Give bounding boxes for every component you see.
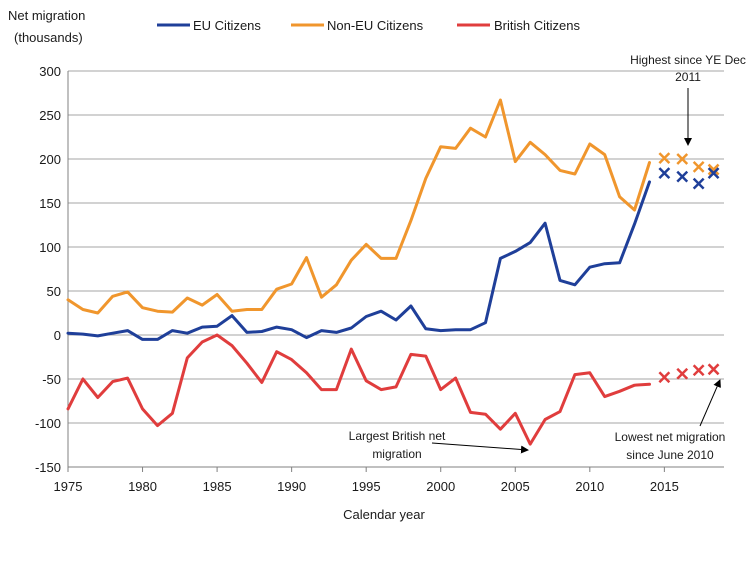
y-tick-labels: 300 250 200 150 100 50 0 -50 -100 -150 <box>35 64 61 475</box>
marker-stroke-b <box>692 364 705 377</box>
x-tick-label-2000: 2000 <box>426 479 455 494</box>
y-tick-label-250: 250 <box>39 108 61 123</box>
annotation-lowest-line1: Lowest net migration <box>615 430 726 444</box>
legend-label-british: British Citizens <box>494 18 580 33</box>
axes <box>67 71 724 472</box>
x-tick-labels: 1975 1980 1985 1990 1995 2000 2005 2010 2015 <box>54 479 679 494</box>
legend-label-eu: EU Citizens <box>193 18 261 33</box>
marker-non-eu-citizens-2 <box>692 161 705 173</box>
y-tick-label--150: -150 <box>35 460 61 475</box>
marker-british-citizens-1 <box>676 367 689 380</box>
marker-stroke-b <box>676 153 689 165</box>
legend-item-eu: EU Citizens <box>157 18 261 33</box>
annotation-lowest-line2: since June 2010 <box>626 448 714 462</box>
marker-eu-citizens-2 <box>692 177 705 190</box>
marker-stroke-b <box>692 177 705 190</box>
legend-item-non-eu: Non-EU Citizens <box>291 18 424 33</box>
marker-eu-citizens-0 <box>658 167 671 179</box>
marker-non-eu-citizens-1 <box>676 153 689 165</box>
x-tick-label-1985: 1985 <box>203 479 232 494</box>
annotation-lowest: Lowest net migration since June 2010 <box>615 379 726 462</box>
annotation-highest: Highest since YE Dec 2011 <box>630 53 746 146</box>
y-tick-label-100: 100 <box>39 240 61 255</box>
legend: EU Citizens Non-EU Citizens British Citi… <box>157 18 580 33</box>
marker-stroke-b <box>707 163 720 176</box>
marker-stroke-b <box>658 167 671 179</box>
y-axis-label-line1: Net migration <box>8 8 85 23</box>
marker-stroke-b <box>658 152 671 165</box>
y-tick-label-300: 300 <box>39 64 61 79</box>
annotation-highest-line2: 2011 <box>675 70 701 84</box>
projection-markers <box>658 152 720 384</box>
x-tick-label-1995: 1995 <box>352 479 381 494</box>
x-tick-label-2015: 2015 <box>650 479 679 494</box>
annotation-highest-line1: Highest since YE Dec <box>630 53 746 67</box>
marker-stroke-b <box>707 167 720 179</box>
legend-label-non-eu: Non-EU Citizens <box>327 18 424 33</box>
series-line-eu-citizens <box>66 180 651 341</box>
marker-stroke-b <box>658 371 671 384</box>
y-tick-label-50: 50 <box>47 284 61 299</box>
marker-stroke-b <box>707 363 720 376</box>
annotation-lowest-arrow <box>699 379 721 427</box>
marker-eu-citizens-3 <box>707 167 720 179</box>
x-tick-label-1975: 1975 <box>54 479 83 494</box>
annotation-largest-british-line1: Largest British net <box>349 429 446 443</box>
annotation-largest-british-arrow <box>431 442 529 454</box>
y-tick-label-0: 0 <box>54 328 61 343</box>
series-lines <box>66 98 651 446</box>
marker-british-citizens-3 <box>707 363 720 376</box>
x-tick-label-2010: 2010 <box>575 479 604 494</box>
series-line-british-citizens <box>66 333 651 446</box>
x-tick-label-1980: 1980 <box>128 479 157 494</box>
marker-british-citizens-0 <box>658 371 671 384</box>
y-tick-label-150: 150 <box>39 196 61 211</box>
legend-item-british: British Citizens <box>457 18 580 33</box>
y-tick-label--50: -50 <box>42 372 61 387</box>
y-tick-label-200: 200 <box>39 152 61 167</box>
marker-stroke-b <box>692 161 705 173</box>
y-axis-label-line2: (thousands) <box>14 30 83 45</box>
x-tick-label-2005: 2005 <box>501 479 530 494</box>
marker-british-citizens-2 <box>692 364 705 377</box>
marker-eu-citizens-1 <box>676 170 689 183</box>
annotation-largest-british-line2: migration <box>372 447 421 461</box>
y-tick-label--100: -100 <box>35 416 61 431</box>
x-tick-label-1990: 1990 <box>277 479 306 494</box>
annotation-largest-british: Largest British net migration <box>349 429 529 461</box>
marker-stroke-b <box>676 367 689 380</box>
marker-non-eu-citizens-0 <box>658 152 671 165</box>
x-axis-label: Calendar year <box>343 507 425 522</box>
series-line-non-eu-citizens <box>66 98 651 315</box>
marker-non-eu-citizens-3 <box>707 163 720 176</box>
marker-stroke-b <box>676 170 689 183</box>
gridlines <box>68 70 724 468</box>
